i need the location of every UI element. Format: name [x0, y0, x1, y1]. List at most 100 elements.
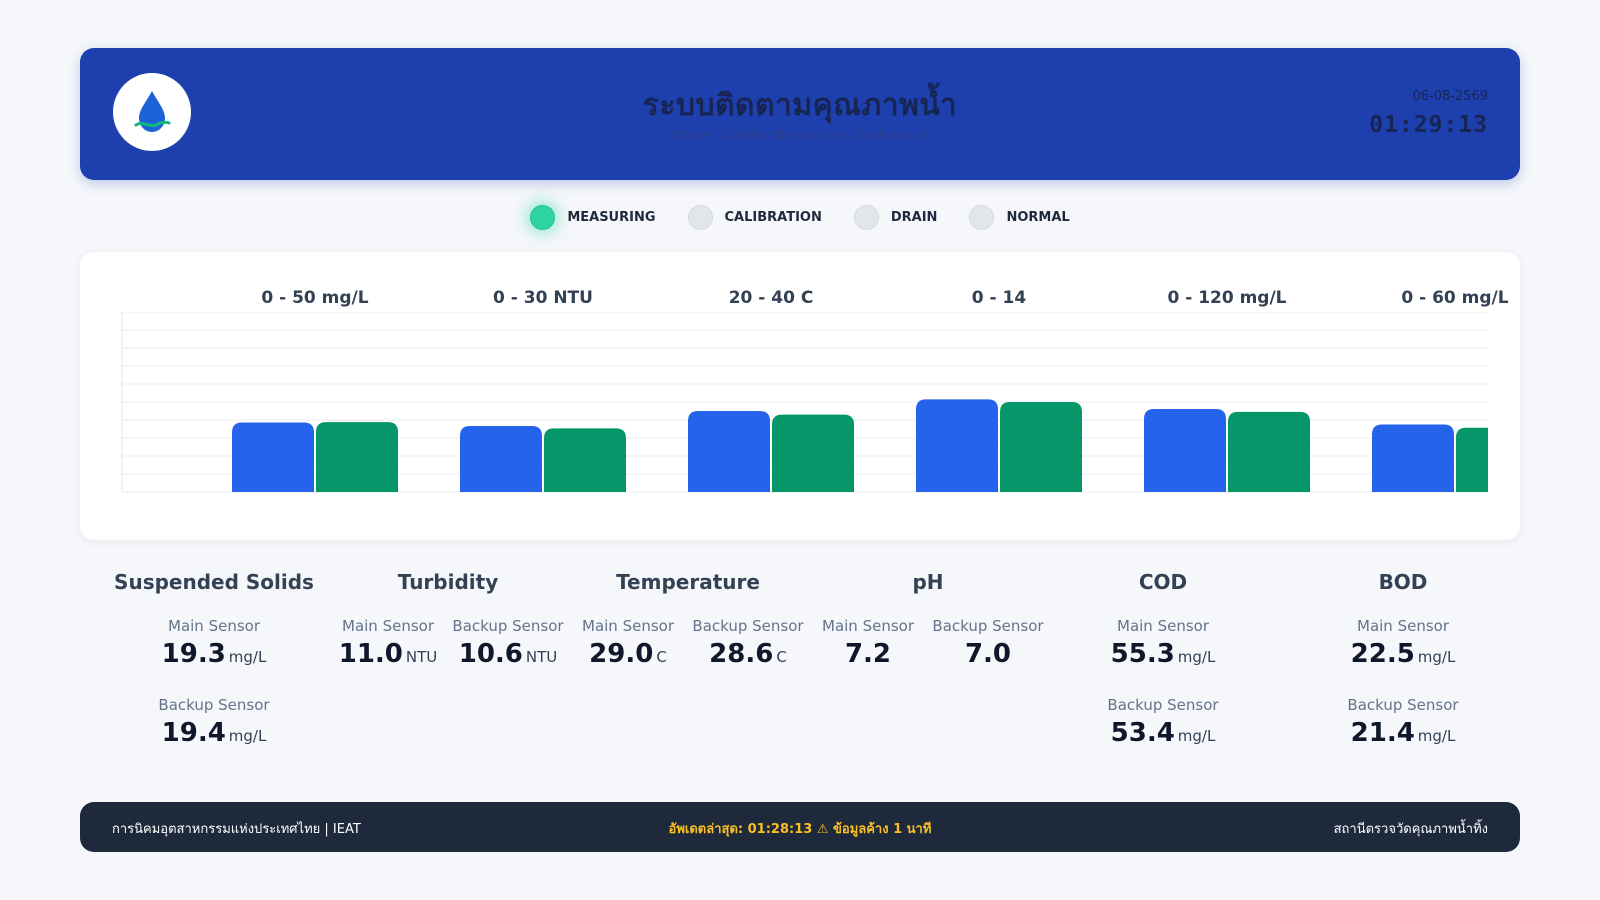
sensor-label: Main Sensor [822, 617, 914, 635]
sensor-label: Backup Sensor [158, 696, 270, 714]
sensor-value: 28.6 C [688, 639, 808, 669]
value-unit: NTU [525, 648, 558, 666]
main-sensor-bar [1144, 409, 1226, 492]
main-sensor-reading: Main Sensor 11.0 NTU [328, 617, 448, 669]
backup-sensor-reading: Backup Sensor 53.4 mg/L [1103, 696, 1223, 748]
value-number: 10.6 [458, 639, 523, 669]
current-time: 01:29:13 [1369, 112, 1488, 138]
main-sensor-reading: Main Sensor 22.5 mg/L [1343, 617, 1463, 669]
sensor-value: 7.0 [928, 639, 1048, 669]
sensor-value: 53.4 mg/L [1103, 718, 1223, 748]
sensor-label: Main Sensor [582, 617, 674, 635]
value-number: 53.4 [1110, 718, 1175, 748]
header-banner: ระบบติดตามคุณภาพน้ำ Water Quality Monito… [80, 48, 1520, 180]
chart-card: 0 - 50 mg/L 0 - 30 NTU 20 - 40 C 0 - 14 … [80, 252, 1520, 540]
value-number: 7.0 [964, 639, 1012, 669]
main-sensor-reading: Main Sensor 29.0 C [568, 617, 688, 669]
value-unit: mg/L [228, 727, 267, 745]
sensor-value: 19.4 mg/L [154, 718, 274, 748]
backup-sensor-bar [544, 428, 626, 492]
footer-organization: การนิคมอุตสาหกรรมแห่งประเทศไทย | IEAT [112, 822, 361, 837]
status-indicators: MEASURING CALIBRATION DRAIN NORMAL [0, 203, 1600, 231]
value-number: 19.4 [161, 718, 226, 748]
status-dot-calibration [687, 204, 713, 230]
main-sensor-bar [688, 411, 770, 492]
sensor-bar-chart [121, 312, 1488, 493]
metric-name: Temperature [616, 570, 760, 594]
main-sensor-bar [1372, 424, 1454, 492]
metric-name: pH [912, 570, 944, 594]
status-label-measuring: MEASURING [567, 209, 656, 225]
current-date: 06-08-2569 [1412, 89, 1488, 104]
range-label-temperature: 20 - 40 C [728, 288, 814, 308]
backup-sensor-bar [1228, 411, 1310, 492]
status-dot-drain [853, 204, 879, 230]
status-drain: DRAIN [853, 204, 938, 230]
status-label-drain: DRAIN [890, 209, 938, 225]
range-label-cod: 0 - 120 mg/L [1167, 288, 1287, 308]
metric-name: COD [1138, 570, 1188, 594]
main-sensor-reading: Main Sensor 55.3 mg/L [1103, 617, 1223, 669]
status-measuring: MEASURING [530, 204, 656, 230]
backup-sensor-bar [1456, 427, 1488, 492]
value-unit: mg/L [1417, 727, 1456, 745]
status-label-calibration: CALIBRATION [724, 209, 822, 225]
sensor-label: Main Sensor [1357, 617, 1449, 635]
logo [113, 73, 191, 151]
value-unit: NTU [405, 648, 438, 666]
main-sensor-bar [916, 399, 998, 492]
value-unit: mg/L [1417, 648, 1456, 666]
sensor-label: Main Sensor [1117, 617, 1209, 635]
metric-cod: COD Main Sensor 55.3 mg/L Backup Sensor 5… [1048, 570, 1278, 748]
metric-name: Turbidity [397, 570, 499, 594]
metric-suspended-solids: Suspended Solids Main Sensor 19.3 mg/L Ba… [100, 570, 328, 748]
range-label-bod: 0 - 60 mg/L [1401, 288, 1509, 308]
status-calibration: CALIBRATION [687, 204, 822, 230]
status-normal: NORMAL [969, 204, 1070, 230]
backup-sensor-bar [772, 414, 854, 492]
sensor-value: 10.6 NTU [448, 639, 568, 669]
backup-sensor-reading: Backup Sensor 7.0 [928, 617, 1048, 669]
range-label-turbidity: 0 - 30 NTU [493, 288, 593, 308]
sensor-label: Main Sensor [168, 617, 260, 635]
sensor-value: 21.4 mg/L [1343, 718, 1463, 748]
metric-turbidity: Turbidity Main Sensor 11.0 NTU Backup Sen… [328, 570, 568, 669]
backup-sensor-reading: Backup Sensor 10.6 NTU [448, 617, 568, 669]
sensor-label: Backup Sensor [1107, 696, 1219, 714]
backup-sensor-reading: Backup Sensor 19.4 mg/L [154, 696, 274, 748]
backup-sensor-reading: Backup Sensor 21.4 mg/L [1343, 696, 1463, 748]
main-sensor-bar [460, 426, 542, 492]
sensor-label: Backup Sensor [692, 617, 804, 635]
value-number: 7.2 [844, 639, 892, 669]
sensor-value: 7.2 [808, 639, 928, 669]
value-unit: mg/L [1177, 727, 1216, 745]
status-dot-measuring [530, 204, 556, 230]
metric-name: BOD [1378, 570, 1428, 594]
status-label-normal: NORMAL [1006, 209, 1070, 225]
main-sensor-bar [232, 422, 314, 492]
footer-bar: การนิคมอุตสาหกรรมแห่งประเทศไทย | IEAT อั… [80, 802, 1520, 852]
page-subtitle: Water Quality Monitoring Dashboard [672, 128, 928, 144]
sensor-value: 19.3 mg/L [154, 639, 274, 669]
value-unit: mg/L [228, 648, 267, 666]
range-label-ph: 0 - 14 [971, 288, 1027, 308]
value-unit: mg/L [1177, 648, 1216, 666]
status-dot-normal [969, 204, 995, 230]
water-drop-icon [134, 91, 171, 132]
backup-sensor-bar [1000, 402, 1082, 492]
value-number: 22.5 [1350, 639, 1415, 669]
value-number: 55.3 [1110, 639, 1175, 669]
value-number: 21.4 [1350, 718, 1415, 748]
value-number: 29.0 [589, 639, 654, 669]
backup-sensor-bar [316, 422, 398, 492]
footer-station-name: สถานีตรวจวัดคุณภาพน้ำทิ้ง [1333, 822, 1488, 837]
metric-ph: pH Main Sensor 7.2 Backup Sensor 7.0 [808, 570, 1048, 669]
sensor-label: Main Sensor [342, 617, 434, 635]
range-label-suspended-solids: 0 - 50 mg/L [261, 288, 369, 308]
sensor-value: 22.5 mg/L [1343, 639, 1463, 669]
footer-last-update-warning: อัพเดตล่าสุด: 01:28:13 ⚠ ข้อมูลค้าง 1 นา… [668, 822, 932, 837]
value-number: 28.6 [709, 639, 774, 669]
sensor-label: Backup Sensor [452, 617, 564, 635]
page-title: ระบบติดตามคุณภาพน้ำ [642, 88, 958, 123]
value-number: 19.3 [161, 639, 226, 669]
